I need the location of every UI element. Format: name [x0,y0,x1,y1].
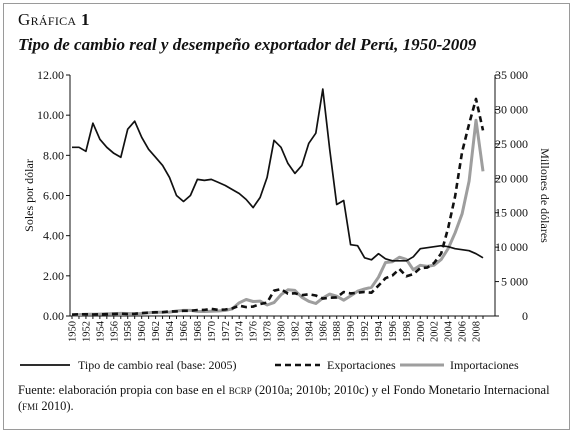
x-tick-label: 1950 [68,321,79,342]
x-tick-label: 1956 [109,321,120,342]
x-tick-label: 1954 [95,320,106,342]
source-fmi: fmi [22,399,39,413]
x-tick-label: 1996 [388,321,399,342]
x-tick-label: 1978 [263,321,274,342]
legend-label-1: Exportaciones [327,358,396,372]
x-tick-label: 1962 [151,321,162,342]
y-right-tick-label: 10 000 [495,240,528,254]
source-mid: (2010a; 2010b; 2010c) y el Fondo Monetar… [18,383,550,413]
y-left-tick-label: 4.00 [43,229,64,243]
x-tick-label: 2006 [458,321,469,342]
x-tick-label: 1976 [249,321,260,342]
y-right-tick-label: 20 000 [495,171,528,185]
x-tick-label: 1998 [402,321,413,342]
series-line-1 [71,97,485,316]
source-prefix: Fuente: elaboración propia con base en e… [18,383,229,397]
legend-label-0: Tipo de cambio real (base: 2005) [78,358,237,372]
x-tick-label: 1986 [318,321,329,342]
x-tick-label: 1964 [165,320,176,342]
x-tick-label: 1970 [207,321,218,342]
x-tick-label: 1992 [360,321,371,342]
x-tick-label: 1960 [137,321,148,342]
y-left-tick-label: 6.00 [43,189,64,203]
y-right-tick-label: 35 000 [495,68,528,82]
source-end: 2010). [38,399,74,413]
figure-title: Tipo de cambio real y desempeño exportad… [18,35,477,54]
y-right-tick-label: 15 000 [495,206,528,220]
source-note: Fuente: elaboración propia con base en e… [18,382,558,414]
y-left-axis-title: Soles por dólar [22,159,36,232]
figure-label-prefix: Gráfica [18,10,77,29]
x-tick-label: 1952 [81,321,92,342]
x-tick-label: 1966 [179,321,190,342]
legend-label-2: Importaciones [450,358,519,372]
x-tick-label: 1988 [332,321,343,342]
figure-label: Gráfica 1 [18,10,90,30]
figure-label-number: 1 [80,10,90,29]
y-left-tick-label: 10.00 [37,108,64,122]
y-right-axis-title: Millones de dólares [538,148,552,243]
x-tick-label: 1972 [221,321,232,342]
x-tick-label: 2002 [430,321,441,342]
x-tick-label: 1990 [346,321,357,342]
y-right-tick-label: 5 000 [501,275,528,289]
x-tick-label: 2000 [416,321,427,342]
y-left-tick-label: 8.00 [43,148,64,162]
figure-frame [3,3,570,430]
y-left-tick-label: 12.00 [37,68,64,82]
x-tick-label: 1994 [374,320,385,342]
x-tick-label: 1980 [276,321,287,342]
y-right-tick-label: 30 000 [495,102,528,116]
series-line-0 [72,88,484,262]
y-right-tick-label: 0 [522,309,528,323]
source-bcrp: bcrp [228,383,252,397]
x-tick-label: 1982 [290,321,301,342]
x-tick-label: 1968 [193,321,204,342]
y-right-tick-label: 25 000 [495,137,528,151]
series-line-2 [71,118,485,317]
x-tick-label: 1958 [123,321,134,342]
x-tick-label: 1974 [235,320,246,342]
y-left-tick-label: 0.00 [43,309,64,323]
y-left-tick-label: 2.00 [43,269,64,283]
x-tick-label: 1984 [304,320,315,342]
x-tick-label: 2004 [444,320,455,342]
x-tick-label: 2008 [472,321,483,342]
